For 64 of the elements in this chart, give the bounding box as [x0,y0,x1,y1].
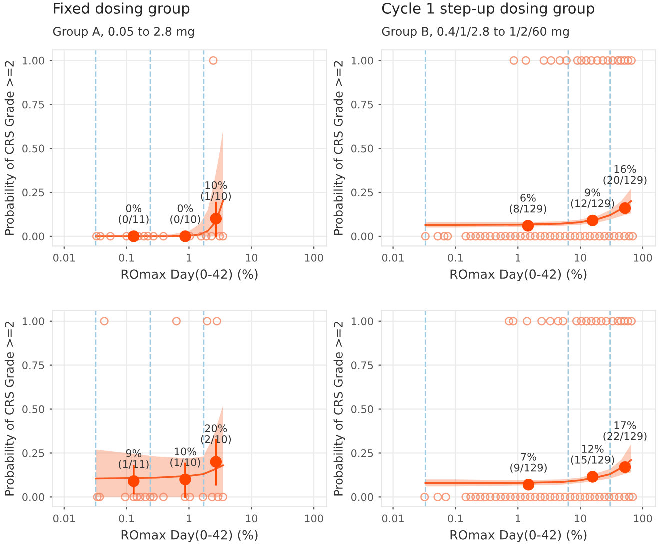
x-tick-label: 100 [634,514,652,523]
x-tick-label: 0.1 [119,514,134,523]
annotation: 9% (12/129) [571,188,614,209]
x-tick-label: 1 [516,514,520,522]
x-tick-label: 100 [634,254,652,262]
x-tick-label: 0.1 [448,254,464,262]
chart-title: Cycle 1 step-up dosing group [382,2,594,17]
y-tick-label: 0.75 [22,362,44,370]
y-axis-title: Probability of CRS Grade >=2 [334,322,346,496]
x-tick-label: 1 [187,514,192,522]
chart-title: Fixed dosing group [54,2,190,17]
annotation: 20% (2/10) [201,424,232,445]
annotation: 7% (9/129) [510,453,547,473]
y-tick-label: 0.25 [22,188,44,197]
y-tick-label: 0.50 [22,144,44,153]
y-axis-title: Probability of CRS Grade >=2 [334,61,346,235]
y-tick-label: 0.50 [351,406,374,414]
x-tick-label: 10 [575,514,586,523]
y-tick-label: 0.75 [22,100,44,109]
x-axis-title: ROmax Day(0-42) (%) [122,269,258,282]
y-tick-label: 1.00 [352,56,374,65]
x-tick-label: 0.01 [382,254,404,262]
y-tick-label: 0.25 [22,449,44,458]
chart-subtitle: Group B, 0.4/1/2.8 to 1/2/60 mg [382,27,569,38]
y-axis-title: Probability of CRS Grade >=2 [4,322,16,496]
y-tick-label: 0.50 [351,144,374,153]
x-tick-label: 100 [305,254,324,262]
chart-subtitle: Group A, 0.05 to 2.8 mg [53,27,194,38]
x-tick-label: 0.1 [448,514,464,523]
y-tick-label: 1.00 [23,318,44,326]
y-tick-label: 1.00 [23,56,44,65]
y-tick-label: 0.00 [22,232,44,241]
annotation: 12% (15/129) [571,445,614,466]
annotation: 0% (0/10) [170,204,200,225]
x-tick-label: 10 [575,254,586,262]
y-tick-label: 0.00 [351,232,374,241]
x-tick-label: 10 [246,514,258,523]
x-axis-title: ROmax Day(0-42) (%) [450,269,587,282]
y-tick-label: 0.25 [351,188,374,197]
x-tick-label: 0.1 [119,254,134,262]
y-tick-label: 0.50 [22,406,44,414]
annotation: 16% (20/129) [604,165,647,186]
y-tick-label: 0.00 [351,493,374,502]
annotation: 10% (1/10) [170,448,200,468]
x-tick-label: 1 [187,254,192,262]
y-tick-label: 1.00 [352,318,374,326]
x-tick-label: 1 [516,254,520,262]
annotation: 0% (0/11) [119,204,149,225]
x-tick-label: 10 [246,254,258,262]
y-axis-title: Probability of CRS Grade >=2 [4,61,16,235]
x-tick-label: 0.01 [382,514,404,523]
y-tick-label: 0.25 [351,449,374,458]
x-tick-label: 0.01 [53,254,76,262]
annotation: 9% (1/11) [119,449,149,470]
x-axis-title: ROmax Day(0-42) (%) [122,530,258,542]
annotation: 10% (1/10) [201,181,232,202]
annotation: 6% (8/129) [510,194,546,214]
y-tick-label: 0.75 [351,100,374,109]
x-tick-label: 100 [305,514,324,523]
x-tick-label: 0.01 [53,514,76,523]
y-tick-label: 0.00 [22,493,44,502]
x-axis-title: ROmax Day(0-42) (%) [450,530,587,542]
y-tick-label: 0.75 [351,362,374,370]
annotation: 17% (22/129) [604,422,647,442]
